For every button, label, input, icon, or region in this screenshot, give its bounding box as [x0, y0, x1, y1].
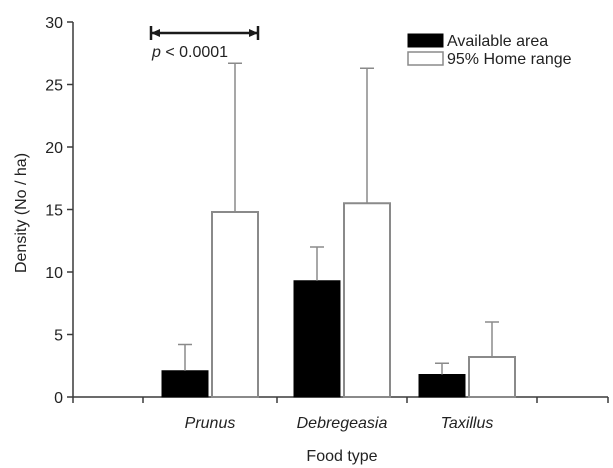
y-axis-label: Density (No / ha): [13, 153, 30, 273]
arrow-right-icon: [249, 29, 258, 37]
legend-label: Available area: [447, 33, 548, 50]
bars: [161, 202, 516, 398]
y-tick-label: 10: [45, 265, 63, 282]
y-tick-label: 20: [45, 140, 63, 157]
legend-label: 95% Home range: [447, 51, 572, 68]
axes: 0 5 10 15 20 25 30 Prunus Debregeasia Taxillus: [45, 15, 609, 432]
bar-home-range: [468, 356, 516, 398]
y-tick-label: 5: [54, 328, 63, 345]
y-tick-label: 30: [45, 15, 63, 32]
bar-home-range: [343, 202, 391, 398]
significance-annotation: p < 0.0001: [149, 26, 260, 61]
y-tick-label: 15: [45, 203, 63, 220]
x-tick-label: Taxillus: [441, 415, 494, 432]
x-axis-label: Food type: [306, 448, 377, 465]
arrow-left-icon: [151, 29, 160, 37]
p-value-label: p < 0.0001: [151, 44, 228, 61]
bar-available-area: [293, 280, 341, 398]
y-tick-label: 25: [45, 78, 63, 95]
error-bars: [178, 62, 499, 375]
x-tick-label: Prunus: [185, 415, 236, 432]
bar-home-range: [211, 211, 259, 398]
bar-available-area: [161, 370, 209, 398]
legend-swatch: [407, 33, 444, 48]
y-tick-label: 0: [54, 390, 63, 407]
legend-swatch: [407, 51, 444, 66]
bar-available-area: [418, 374, 466, 398]
x-tick-label: Debregeasia: [297, 415, 388, 432]
